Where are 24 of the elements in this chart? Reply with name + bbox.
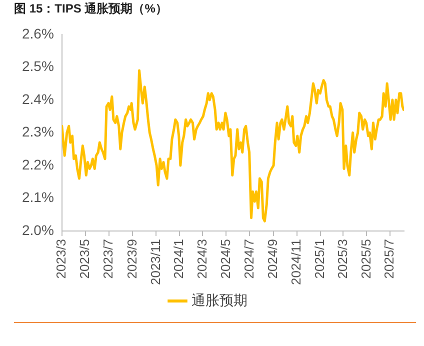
y-tick-label: 2.2% xyxy=(22,156,54,172)
chart-title: 图 15：TIPS 通胀预期（%） xyxy=(14,2,168,16)
y-tick-label: 2.5% xyxy=(22,58,54,74)
y-tick-label: 2.1% xyxy=(22,189,54,206)
y-tick-label: 2.6% xyxy=(22,25,54,42)
x-tick-label: 2024/11 xyxy=(288,238,304,286)
x-tick-label: 2025/7 xyxy=(382,238,397,279)
y-tick-label: 2.3% xyxy=(22,124,54,140)
x-tick-label: 2024/9 xyxy=(265,238,280,279)
x-tick-label: 2023/5 xyxy=(76,238,92,279)
y-tick-label: 2.4% xyxy=(22,90,54,107)
x-tick-label: 2023/7 xyxy=(100,238,116,279)
x-tick-label: 2023/3 xyxy=(53,238,68,279)
x-tick-label: 2024/1 xyxy=(171,238,186,279)
y-tick-label: 2.0% xyxy=(22,222,54,238)
x-tick-label: 2025/1 xyxy=(312,238,328,279)
legend-label: 通胀预期 xyxy=(192,292,248,308)
x-tick-label: 2025/5 xyxy=(358,238,374,279)
x-tick-label: 2024/3 xyxy=(194,238,210,279)
x-tick-label: 2023/9 xyxy=(124,238,140,279)
x-tick-label: 2025/3 xyxy=(334,238,350,279)
x-tick-label: 2024/7 xyxy=(241,238,256,279)
x-tick-label: 2023/11 xyxy=(148,238,163,286)
x-tick-label: 2024/5 xyxy=(218,238,233,279)
